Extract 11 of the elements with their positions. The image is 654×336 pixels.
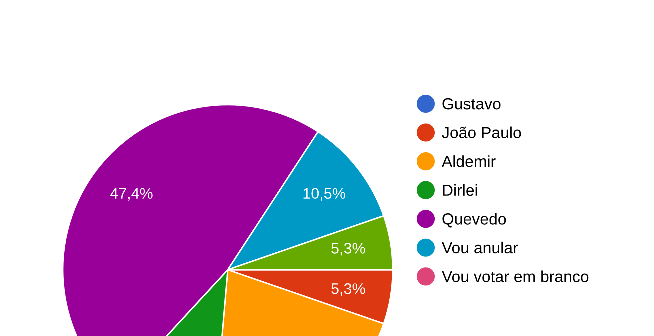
data-label: 5,3%	[332, 243, 366, 256]
data-label: 5,3%	[332, 284, 366, 296]
legend-label: Gustavo	[442, 98, 501, 110]
legend-label: Vou votar em branco	[442, 270, 589, 282]
legend-label: Vou anular	[442, 242, 518, 254]
data-label: 10,5%	[304, 188, 346, 201]
data-label: 47,4%	[110, 188, 153, 201]
legend-label: João Paulo	[442, 126, 522, 139]
legend-label: Quevedo	[442, 213, 506, 228]
legend-label: Dirlei	[443, 184, 478, 196]
legend-label: Aldemir	[442, 156, 496, 168]
